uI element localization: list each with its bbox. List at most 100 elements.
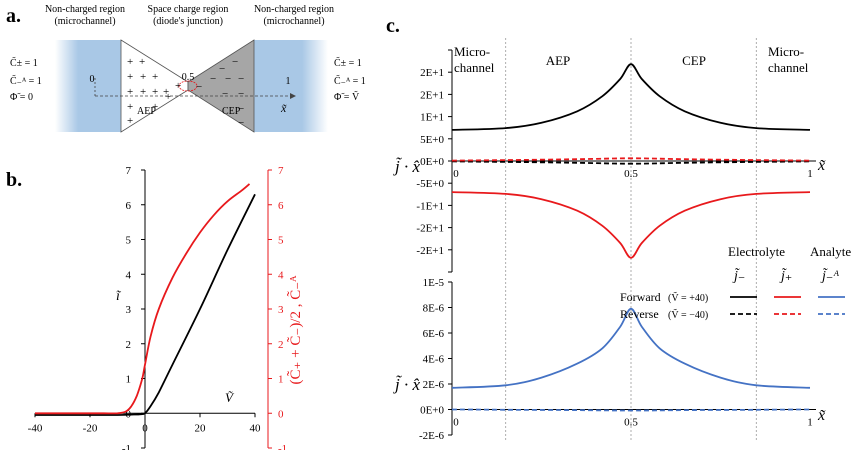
svg-text:+: + — [175, 80, 181, 92]
svg-text:+: + — [127, 56, 133, 68]
right-region-title: Non-charged region — [254, 4, 334, 15]
svg-text:+: + — [140, 71, 146, 83]
svg-text:+: + — [127, 101, 133, 113]
b-right-tick-label: 6 — [278, 200, 284, 212]
legend-reverse: Reverse — [620, 307, 659, 321]
right-region-subtitle: (microchannel) — [263, 16, 324, 27]
legend-group-analyte: Analyte — [810, 244, 851, 259]
ctop-x-tick-label: 0.5 — [624, 168, 638, 180]
cbot-series-reverse-analyte — [451, 408, 811, 412]
panel-label-b: b. — [6, 169, 22, 191]
legend-reverse-cond: (Ṽ = −40) — [668, 309, 708, 321]
ctop-y-tick-label: 1E+1 — [420, 112, 444, 124]
b-right-tick-label: -1 — [278, 443, 287, 450]
ctop-y-tick-label: 5E+0 — [420, 134, 444, 146]
x-zero-label: 0 — [90, 74, 95, 85]
ctop-x-axis-label: x̃ — [817, 157, 826, 174]
minus-signs: −− −−− −−− −− — [196, 56, 244, 129]
left-region-title: Non-charged region — [45, 4, 125, 15]
left-bc-3: Φ̃ = 0 — [10, 92, 33, 103]
ctop-y-tick-label: -1E+1 — [416, 200, 444, 212]
ctop-series-forward-jminus — [451, 63, 811, 131]
svg-text:+: + — [152, 86, 158, 98]
ctop-series-forward-jplus — [451, 191, 811, 259]
ctop-y-tick-label: 2E+1 — [420, 89, 444, 101]
svg-text:+: + — [165, 91, 171, 103]
legend: Electrolyte Analyte j̃₋ j̃₊ j̃₋ᴬ Forward… — [620, 244, 851, 321]
x-half-label: 0.5 — [182, 72, 195, 83]
aep-label: AEP — [137, 106, 156, 117]
svg-text:+: + — [152, 71, 158, 83]
svg-text:+: + — [140, 86, 146, 98]
middle-region-subtitle: (diode's junction) — [153, 16, 223, 27]
ctop-series-reverse-jplus — [451, 157, 811, 162]
cbot-x-tick-label: 1 — [807, 417, 813, 429]
cep-label: CEP — [222, 106, 241, 117]
svg-text:−: − — [238, 103, 244, 115]
panel-a-schematic: Non-charged region (microchannel) Space … — [10, 4, 366, 133]
cbot-x-tick-label: 0 — [453, 417, 459, 429]
b-left-tick-label: 5 — [126, 235, 132, 247]
b-left-tick-label: -1 — [122, 443, 131, 450]
legend-forward: Forward — [620, 290, 661, 304]
b-series-current — [35, 193, 256, 416]
region-cep: CEP — [682, 53, 706, 68]
svg-text:+: + — [127, 71, 133, 83]
b-left-tick-label: 1 — [126, 374, 132, 386]
svg-text:−: − — [225, 73, 231, 85]
svg-text:−: − — [222, 88, 228, 100]
right-bc-3: Φ̃ = Ṽ — [334, 91, 360, 103]
cep-region — [187, 39, 255, 133]
cbot-y-tick-label: 6E-6 — [423, 328, 445, 340]
b-right-tick-label: 3 — [278, 304, 284, 316]
cbot-x-tick-label: 0.5 — [624, 417, 638, 429]
legend-forward-cond: (Ṽ = +40) — [668, 292, 708, 304]
ctop-y-tick-label: -2E+1 — [416, 223, 444, 235]
b-right-tick-label: 1 — [278, 374, 284, 386]
cbot-y-tick-label: 8E-6 — [423, 303, 445, 315]
svg-text:+: + — [163, 86, 169, 98]
cbot-x-axis-label: x̃ — [817, 407, 826, 424]
svg-text:−: − — [238, 88, 244, 100]
b-x-axis-label: Ṽ — [225, 390, 235, 405]
svg-text:−: − — [232, 56, 238, 68]
legend-col-janalyte: j̃₋ᴬ — [820, 268, 839, 284]
chart-b-iv-curve: ĩ Ṽ (C̃₊ + C̃₋)/2 , C̃₋ᴬ -1 0 1 2 3 4 5 6 7 -1 0 1 2… — [28, 165, 304, 450]
svg-text:+: + — [139, 56, 145, 68]
b-series-concentration — [35, 183, 251, 415]
svg-text:−: − — [238, 117, 244, 129]
ctop-series-reverse-jminus — [451, 160, 811, 165]
ctop-x-tick-label: 0 — [453, 168, 459, 180]
cbot-y-axis-label: j̃ · x̂ — [393, 375, 420, 394]
svg-text:−: − — [219, 63, 225, 75]
svg-text:−: − — [238, 73, 244, 85]
cbot-y-tick-label: 2E-6 — [423, 379, 445, 391]
chart-c-bottom-analyte-flux: j̃ · x̂ x̃ 1E-5 8E-6 6E-6 4E-6 2E-6 0E+0 -2E-6… — [393, 277, 826, 442]
ctop-y-tick-label: -5E+0 — [416, 178, 444, 190]
svg-text:−: − — [210, 73, 216, 85]
ctop-y-tick-label: 0E+0 — [420, 156, 444, 168]
b-x-tick-label: -40 — [28, 422, 43, 434]
b-right-tick-label: 4 — [278, 269, 284, 281]
panel-label-c: c. — [386, 15, 400, 37]
cbot-y-tick-label: -2E-6 — [419, 430, 445, 442]
plus-signs: + + + + + + + + + + + ++ + — [127, 56, 181, 127]
legend-col-jminus: j̃₋ — [732, 268, 745, 284]
svg-text:−: − — [196, 81, 202, 93]
left-microchannel — [55, 40, 121, 132]
b-x-tick-label: 40 — [250, 422, 262, 434]
b-left-tick-label: 3 — [126, 304, 132, 316]
b-left-axis-label: ĩ — [116, 289, 122, 304]
right-microchannel — [254, 40, 328, 132]
x-axis-arrowhead — [290, 93, 296, 99]
ctop-x-tick-label: 1 — [807, 168, 813, 180]
middle-region-title: Space charge region — [148, 4, 229, 15]
cbot-series-forward-analyte — [451, 307, 811, 389]
cbot-y-tick-label: 1E-5 — [423, 277, 445, 289]
svg-text:+: + — [152, 101, 158, 113]
b-left-tick-label: 7 — [126, 165, 132, 177]
b-left-tick-label: 2 — [126, 339, 132, 351]
region-microchannel-right-1: Micro- — [768, 44, 804, 59]
region-aep: AEP — [546, 53, 571, 68]
x-one-label: 1 — [286, 76, 291, 87]
